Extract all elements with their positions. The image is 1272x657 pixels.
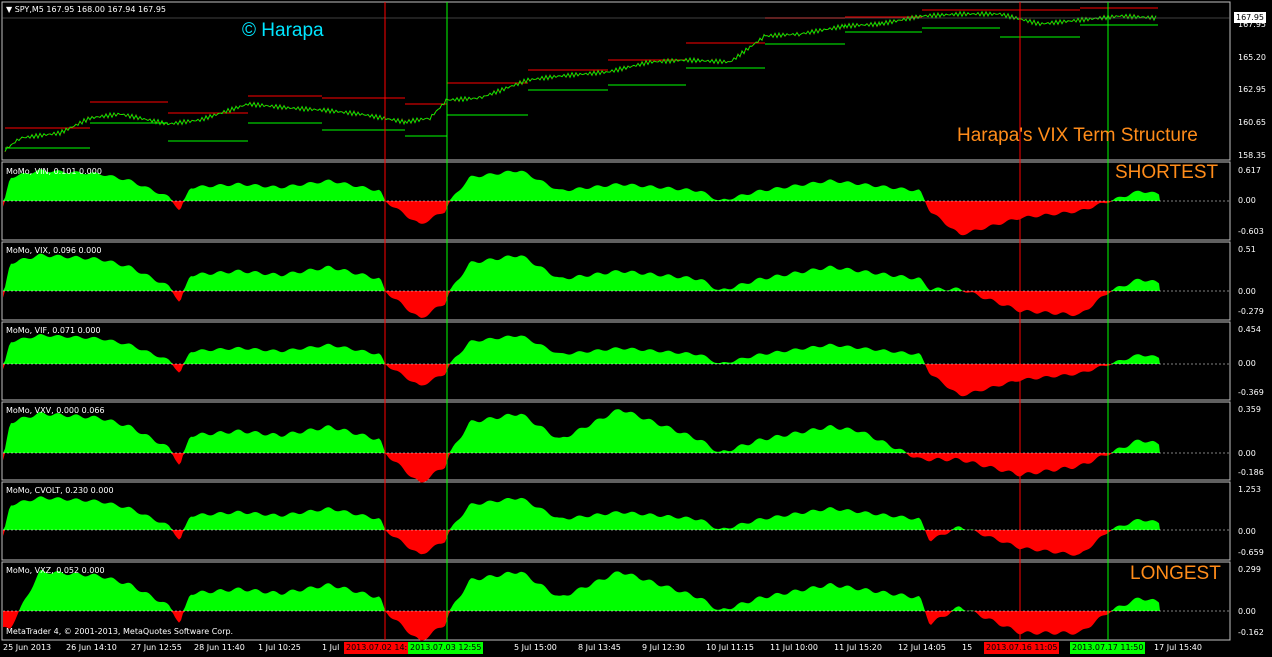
time-tick: 11 Jul 15:20	[834, 643, 882, 652]
current-price-marker: 167.95	[1234, 12, 1266, 23]
vin-negative-area	[3, 201, 1160, 236]
indicator-header-vxv: MoMo, VXV, 0.000 0.066	[6, 406, 105, 415]
vif-negative-area	[3, 364, 1160, 397]
vif-axis-zero: 0.00	[1238, 359, 1256, 368]
longest-label: LONGEST	[1130, 563, 1221, 584]
price-series	[4, 10, 1157, 152]
price-tick: 160.65	[1238, 118, 1266, 127]
vif-positive-area	[3, 334, 1160, 364]
price-tick: 167.95	[1238, 20, 1266, 29]
watermark: © Harapa	[242, 20, 324, 41]
time-tick: 27 Jun 12:55	[131, 643, 182, 652]
cvolt-axis-top: 1.253	[1238, 485, 1261, 494]
indicator-header-cvolt: MoMo, CVOLT, 0.230 0.000	[6, 486, 114, 495]
time-tick: 15	[962, 643, 973, 652]
vline-time-label: 2013.07.17 11:50	[1070, 642, 1146, 654]
price-tick: 158.35	[1238, 151, 1266, 160]
time-tick: 26 Jun 14:10	[66, 643, 117, 652]
vxv-negative-area	[3, 453, 1160, 483]
copyright-text: MetaTrader 4, © 2001-2013, MetaQuotes So…	[6, 627, 234, 636]
symbol-header-text: SPY,M5 167.95 168.00 167.94 167.95	[14, 5, 166, 14]
time-tick: 11 Jul 10:00	[770, 643, 818, 652]
vxv-axis-top: 0.359	[1238, 405, 1261, 414]
cvolt-axis-zero: 0.00	[1238, 527, 1256, 536]
dropdown-triangle-icon[interactable]: ▼	[6, 5, 13, 14]
vix-axis-zero: 0.00	[1238, 287, 1256, 296]
vxz-positive-area	[3, 569, 1160, 611]
vline-time-label: 2013.07.03 12:55	[408, 642, 484, 654]
cvolt-negative-area	[3, 530, 1160, 556]
price-tick: 162.95	[1238, 85, 1266, 94]
vxv-axis-zero: 0.00	[1238, 449, 1256, 458]
indicator-header-vxz: MoMo, VXZ, 0.052 0.000	[6, 566, 105, 575]
time-tick: 1 Jul	[322, 643, 340, 652]
vxz-axis-top: 0.299	[1238, 565, 1261, 574]
pane-frame	[1, 321, 1231, 401]
vif-axis-top: 0.454	[1238, 325, 1261, 334]
symbol-header: ▼ SPY,M5 167.95 168.00 167.94 167.95	[6, 5, 166, 14]
pane-frame	[1, 481, 1231, 561]
vxz-axis-zero: 0.00	[1238, 607, 1256, 616]
indicator-header-vin: MoMo, VIN, 0.101 0.000	[6, 167, 102, 176]
time-tick: 17 Jul 15:40	[1154, 643, 1202, 652]
pane-frame	[1, 1, 1231, 161]
time-tick: 1 Jul 10:25	[258, 643, 301, 652]
price-tick: 165.20	[1238, 53, 1266, 62]
vix-positive-area	[3, 253, 1160, 291]
time-tick: 10 Jul 11:15	[706, 643, 754, 652]
time-tick: 9 Jul 12:30	[642, 643, 685, 652]
vix-negative-area	[3, 291, 1160, 318]
shortest-label: SHORTEST	[1115, 162, 1219, 183]
pane-frame	[1, 561, 1231, 641]
study-title: Harapa's VIX Term Structure	[957, 125, 1198, 146]
time-tick: 5 Jul 15:00	[514, 643, 557, 652]
vin-axis-bottom: -0.603	[1238, 227, 1264, 236]
indicator-header-vif: MoMo, VIF, 0.071 0.000	[6, 326, 101, 335]
time-tick: 25 Jun 2013	[3, 643, 52, 652]
vline-time-label: 2013.07.02 14:	[344, 642, 410, 654]
vin-axis-top: 0.617	[1238, 166, 1261, 175]
pane-frame	[1, 241, 1231, 321]
pane-frame	[1, 161, 1231, 241]
time-tick: 8 Jul 13:45	[578, 643, 621, 652]
vif-axis-bottom: -0.369	[1238, 388, 1264, 397]
vxz-axis-bottom: -0.162	[1238, 628, 1264, 637]
pane-frame	[1, 401, 1231, 481]
indicator-header-vix: MoMo, VIX, 0.096 0.000	[6, 246, 102, 255]
cvolt-axis-bottom: -0.659	[1238, 548, 1264, 557]
cvolt-positive-area	[3, 496, 1160, 530]
vin-axis-zero: 0.00	[1238, 196, 1256, 205]
time-tick: 28 Jun 11:40	[194, 643, 245, 652]
vxv-axis-bottom: -0.186	[1238, 468, 1264, 477]
vxz-negative-area	[3, 611, 1160, 641]
vline-time-label: 2013.07.16 11:05	[984, 642, 1060, 654]
vix-axis-top: 0.51	[1238, 245, 1256, 254]
vix-axis-bottom: -0.279	[1238, 307, 1264, 316]
time-tick: 12 Jul 14:05	[898, 643, 946, 652]
vxv-positive-area	[3, 409, 1160, 453]
vin-positive-area	[3, 169, 1160, 201]
